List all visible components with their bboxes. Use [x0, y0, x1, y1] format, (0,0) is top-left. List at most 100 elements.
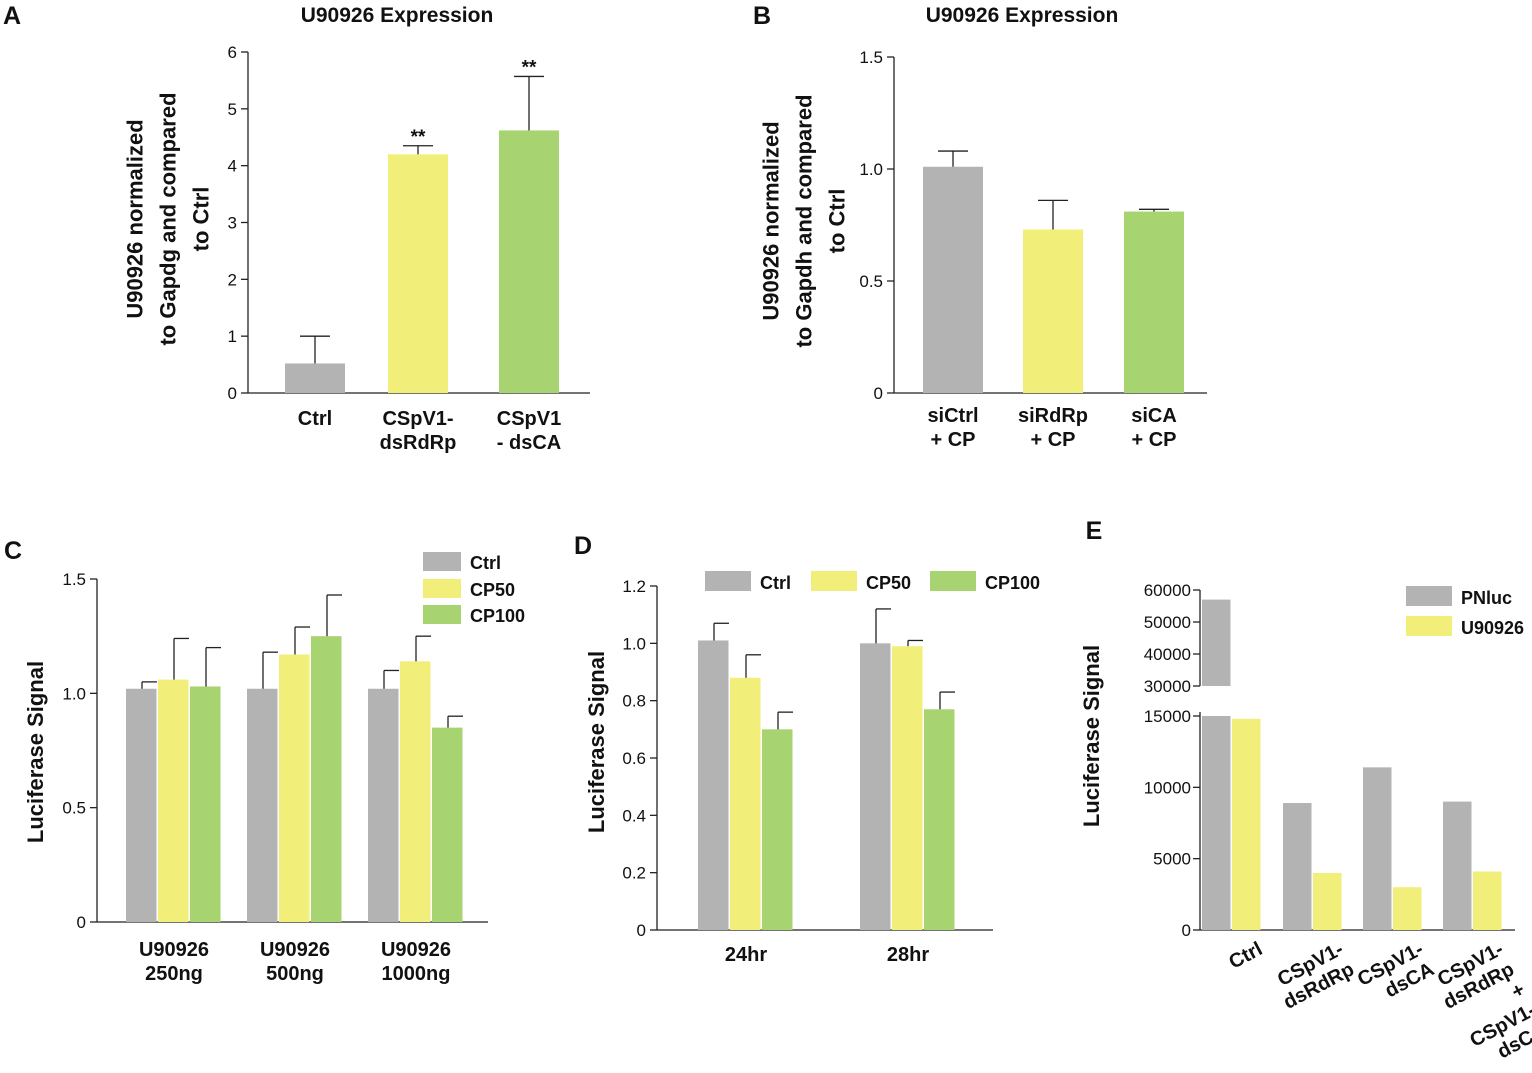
y-tick-label: 0	[874, 384, 883, 403]
y-tick-label: 30000	[1144, 677, 1191, 696]
bar-cp50	[400, 661, 431, 922]
panel-label-a: A	[3, 2, 21, 30]
y-tick-label: 40000	[1144, 645, 1191, 664]
panel-d: 0 0.2 0.4 0.6 0.8 1.0 1.2 24hr 28hr Luciferase Si…	[584, 571, 1040, 966]
y-axis-label: U90926 normalized to Gapdh and compared to…	[759, 94, 850, 347]
bar	[285, 363, 345, 393]
bar-pnluc-upper	[1202, 599, 1231, 686]
y-axis-label: Luciferase Signal	[23, 661, 48, 843]
legend-swatch	[811, 571, 857, 591]
legend-swatch	[423, 579, 461, 598]
bar-cp100	[432, 727, 463, 922]
legend-swatch	[1406, 586, 1452, 606]
y-tick-label: 1.5	[859, 48, 883, 67]
y-tick-label: 60000	[1144, 581, 1191, 600]
x-tick-label: CSpV1-	[382, 408, 453, 430]
bar-pnluc	[1283, 803, 1312, 930]
legend-label: CP100	[470, 606, 525, 626]
significance-mark: **	[522, 57, 537, 78]
y-tick-label: 0	[228, 384, 237, 403]
bar-cp50	[158, 679, 189, 922]
y-tick-label: 0	[77, 913, 86, 932]
bar-pnluc	[1363, 767, 1392, 930]
x-tick-label: 24hr	[725, 944, 767, 966]
legend-label: Ctrl	[760, 573, 791, 593]
bar-u90926	[1473, 871, 1502, 930]
y-tick-label: 1.0	[859, 160, 883, 179]
panel-c: 00.51.01.5U90926250ngU90926500ngU9092610…	[23, 552, 525, 985]
y-tick-label: 0.6	[622, 749, 646, 768]
x-tick-label: + CP	[1030, 429, 1075, 451]
y-axis-label: Luciferase Signal	[1079, 645, 1104, 827]
y-tick-label: 1.2	[622, 577, 646, 596]
x-tick-label: U90926	[139, 939, 209, 961]
x-tick-label: 250ng	[145, 963, 203, 985]
bar-cp50	[279, 654, 310, 922]
bar-cp100	[762, 729, 793, 930]
y-tick-label: 0.5	[859, 272, 883, 291]
legend-label: U90926	[1461, 618, 1524, 638]
bar-ctrl	[126, 688, 157, 922]
panel-label-d: D	[574, 532, 592, 560]
y-axis-label: U90926 normalized to Gapdg and compared to…	[123, 92, 214, 345]
y-tick-label: 1.0	[622, 634, 646, 653]
x-tick-label-group: CSpV1-dsRdRp	[1274, 938, 1358, 1014]
bar	[388, 154, 448, 393]
y-tick-label: 1.5	[62, 570, 86, 589]
x-tick-label: 500ng	[266, 963, 324, 985]
legend-label: CP50	[866, 573, 911, 593]
y-tick-label: 5	[228, 100, 237, 119]
bar	[1023, 229, 1083, 393]
x-tick-label: 28hr	[887, 944, 929, 966]
bar-cp50	[730, 677, 761, 930]
legend-label: CP100	[985, 573, 1040, 593]
y-tick-label: 0.5	[62, 799, 86, 818]
y-tick-label: 50000	[1144, 613, 1191, 632]
x-tick-label: CSpV1	[497, 408, 561, 430]
y-axis-label-line: to Ctrl	[189, 187, 214, 252]
bar-ctrl	[368, 688, 399, 922]
y-axis-label-text: Luciferase Signal	[1079, 645, 1104, 827]
panel-label-b: B	[753, 2, 771, 30]
y-tick-label: 4	[228, 157, 237, 176]
y-axis-label-text: Luciferase Signal	[584, 651, 609, 833]
chart-title: U90926 Expression	[301, 4, 494, 27]
y-tick-label: 0	[637, 921, 646, 940]
y-axis-label: Luciferase Signal	[584, 651, 609, 833]
chart-title: U90926 Expression	[926, 4, 1119, 27]
legend-label: PNluc	[1461, 588, 1512, 608]
x-tick-label: Ctrl	[1225, 938, 1266, 974]
bar-cp100	[311, 636, 342, 922]
bar-u90926	[1313, 872, 1342, 930]
bar-u90926	[1232, 718, 1261, 930]
legend-swatch	[1406, 616, 1452, 636]
x-tick-label-group: Ctrl	[1225, 938, 1266, 974]
y-tick-label: 0	[1182, 921, 1191, 940]
significance-mark: **	[411, 127, 426, 148]
legend-swatch	[423, 552, 461, 571]
panel-label-c: C	[4, 537, 22, 565]
x-tick-label: + CP	[1131, 429, 1176, 451]
bar-u90926	[1393, 887, 1422, 930]
x-tick-label: siCA	[1131, 405, 1177, 427]
x-tick-label: U90926	[381, 939, 451, 961]
legend-label: Ctrl	[470, 553, 501, 573]
bar	[923, 166, 983, 393]
bar-cp100	[924, 709, 955, 930]
y-tick-label: 0.2	[622, 864, 646, 883]
x-tick-label: - dsCA	[497, 432, 561, 454]
panel-a: 0 1 2 3 4 5 6 Ctrl ** CSpV1-dsRdRp ** CSpV1- dsCA	[228, 43, 590, 454]
bar-cp50	[892, 646, 923, 930]
y-tick-label: 1	[228, 327, 237, 346]
x-tick-label-group: CSpV1-dsRdRp+CSpV1-dsCA	[1434, 938, 1532, 1063]
x-tick-label: 1000ng	[382, 963, 451, 985]
x-tick-label: siCtrl	[927, 405, 978, 427]
panel-label-e: E	[1086, 517, 1103, 545]
bar-pnluc-lower	[1202, 716, 1231, 930]
legend-swatch	[705, 571, 751, 591]
y-tick-label: 10000	[1144, 778, 1191, 797]
x-tick-label: U90926	[260, 939, 330, 961]
bar-ctrl	[860, 643, 891, 930]
legend-label: CP50	[470, 580, 515, 600]
